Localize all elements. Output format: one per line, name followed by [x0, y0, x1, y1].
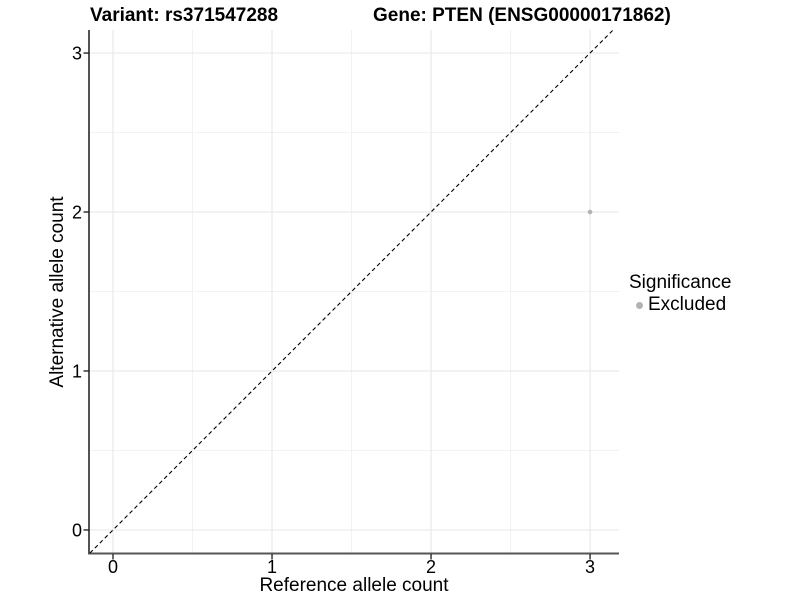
- x-tick-label: 2: [426, 557, 436, 577]
- legend: Significance Excluded: [629, 272, 731, 316]
- y-tick-label: 2: [72, 203, 82, 223]
- variant-title: Variant: rs371547288: [90, 5, 279, 26]
- legend-item-label: Excluded: [648, 294, 727, 315]
- gene-title: Gene: PTEN (ENSG00000171862): [373, 5, 671, 26]
- legend-item-excluded: Excluded: [629, 294, 731, 316]
- y-tick-label: 3: [72, 44, 82, 64]
- x-tick-label: 3: [585, 557, 595, 577]
- x-axis-title: Reference allele count: [259, 575, 449, 596]
- x-tick-label: 1: [267, 557, 277, 577]
- legend-title: Significance: [629, 272, 732, 293]
- excluded-point-icon: [636, 301, 643, 309]
- x-tick-label: 0: [108, 557, 118, 577]
- identity-line: [89, 29, 614, 554]
- data-point: [587, 209, 593, 215]
- y-tick-label: 1: [72, 361, 82, 381]
- y-tick-label: 0: [72, 520, 82, 540]
